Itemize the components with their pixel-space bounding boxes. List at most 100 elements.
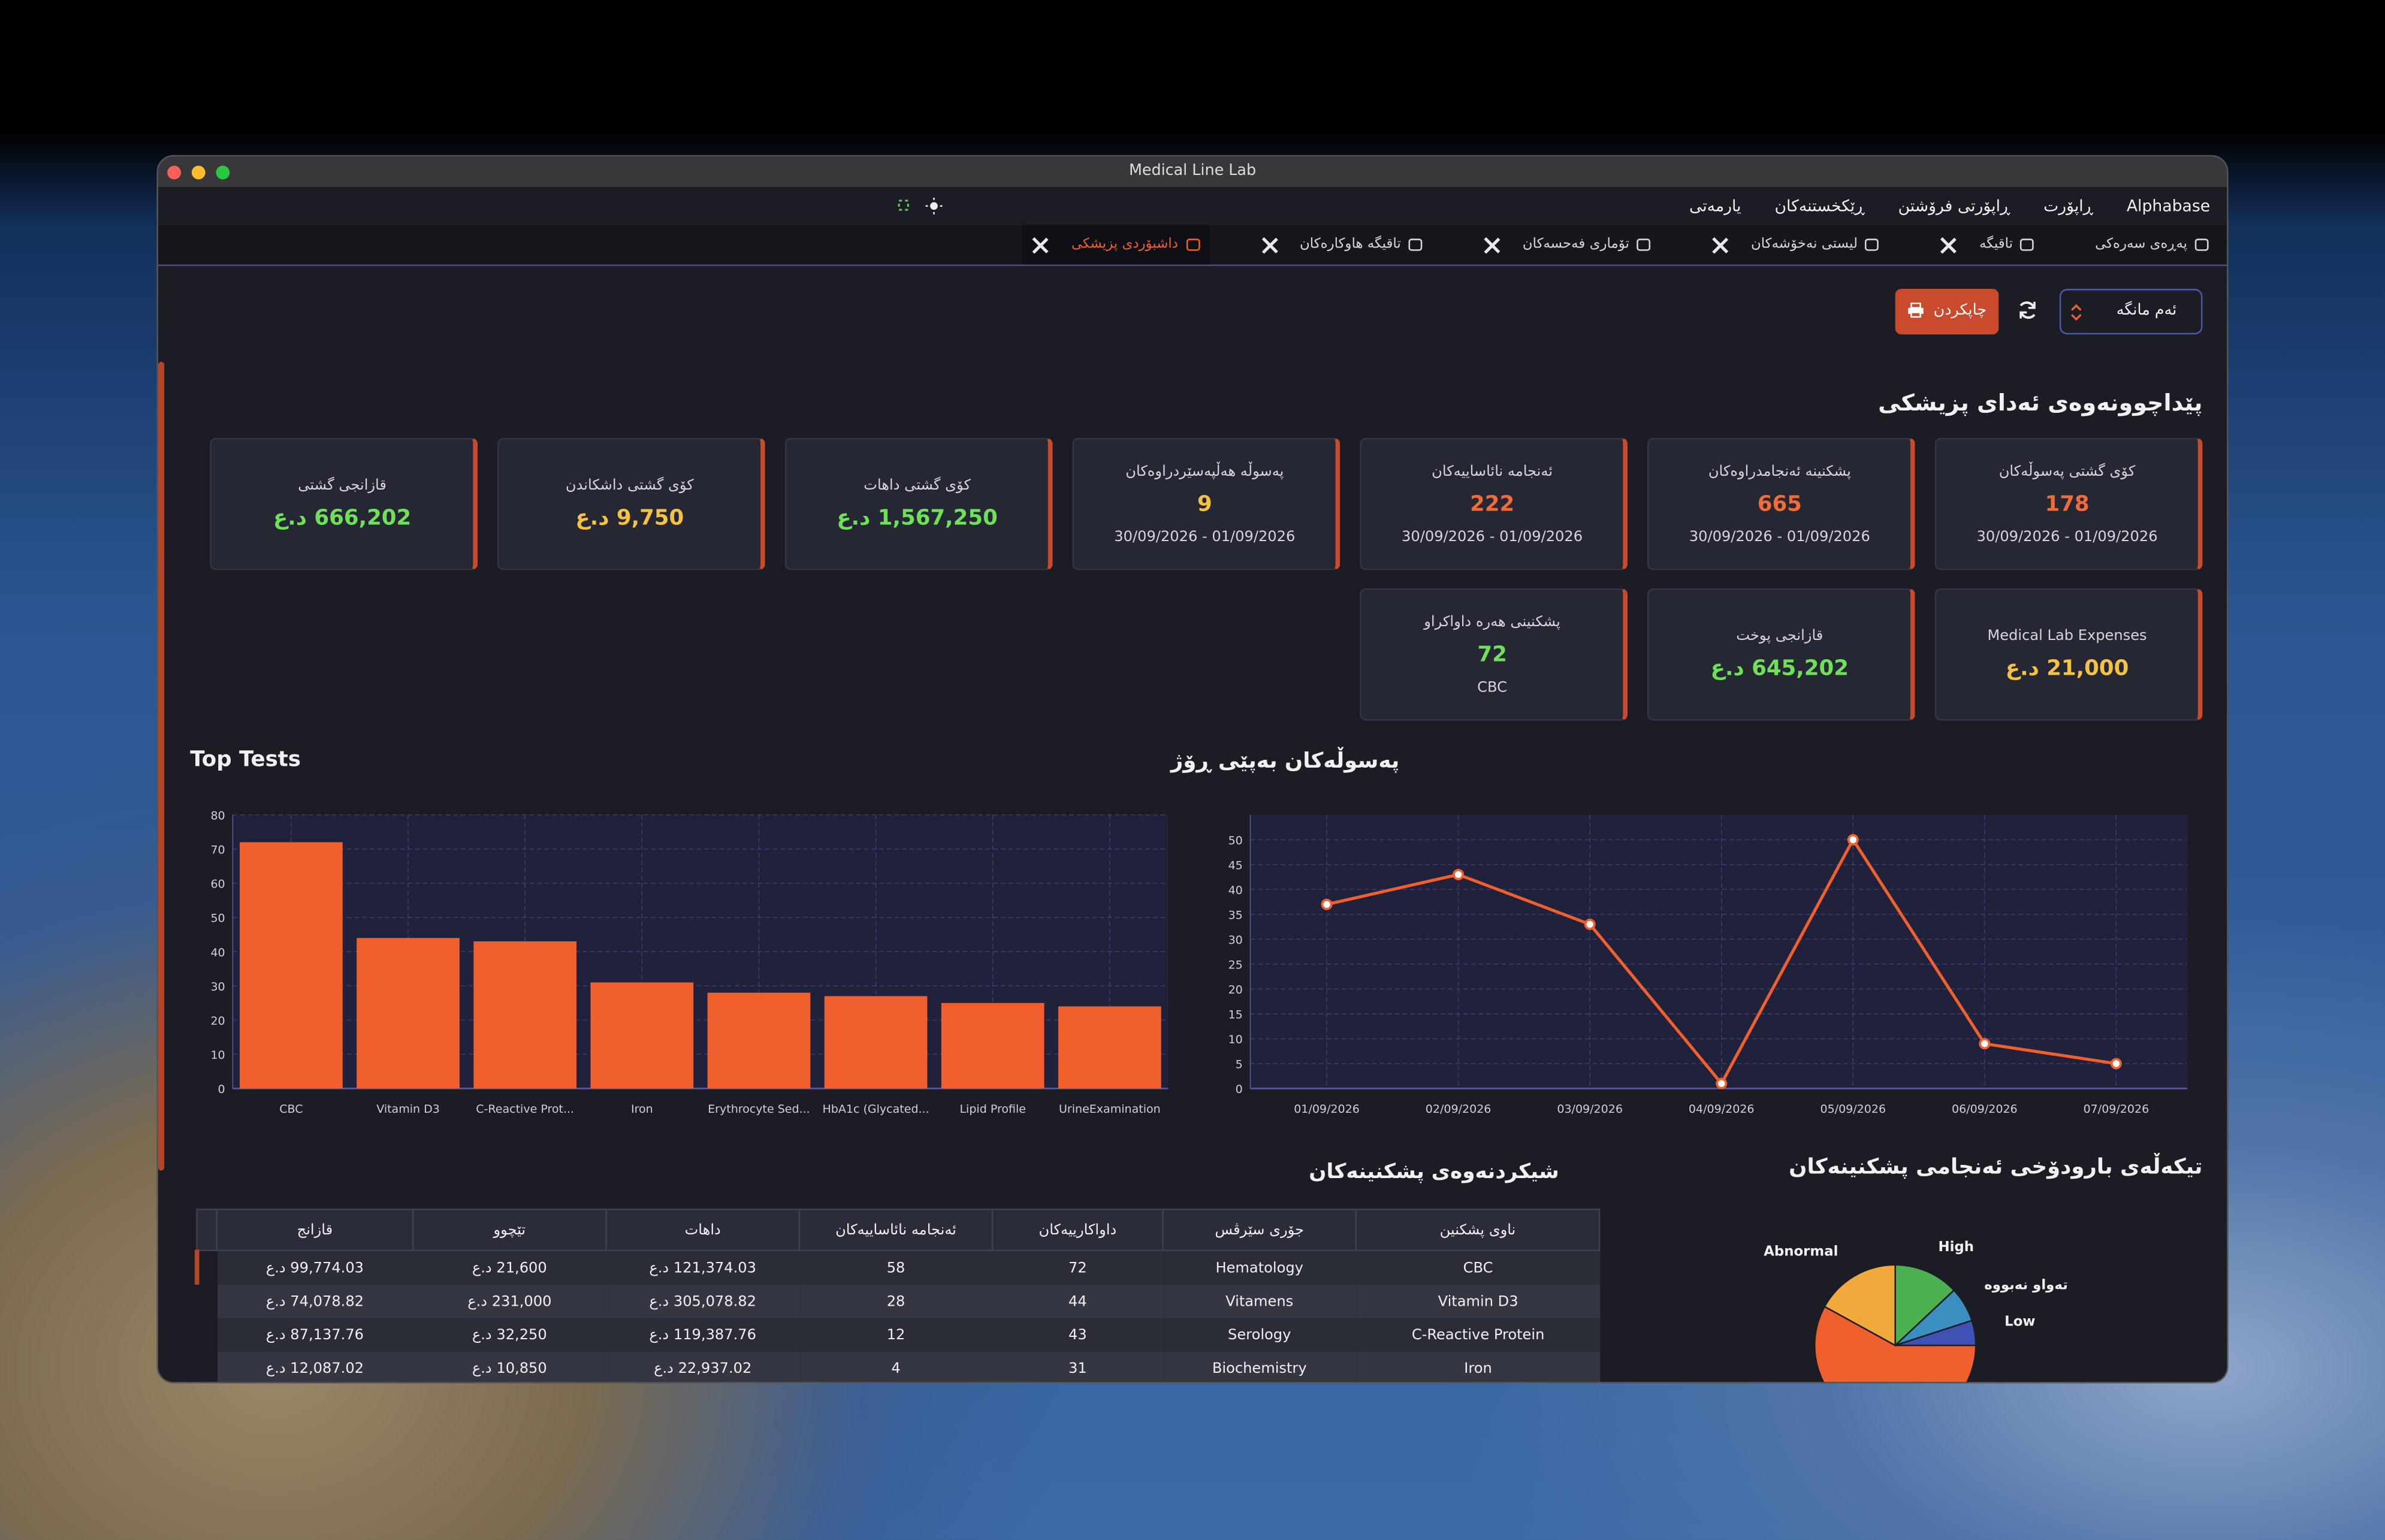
tab-icon (1865, 238, 1879, 251)
header-icons[interactable] (898, 197, 943, 216)
table-wrap: ناوی پشکنین جۆری سێرڤس داواکارییەکان ئەنجام… (194, 1208, 1601, 1382)
point (2110, 1058, 2122, 1070)
table-cell: 22,937.02 د.ع (606, 1351, 799, 1382)
y-tick-label: 50 (210, 912, 225, 925)
tab[interactable]: پەڕەی سەرەکی (2086, 225, 2218, 264)
minimize-button[interactable] (191, 165, 206, 180)
x-tick-label: Iron (631, 1103, 653, 1116)
card-label: Medical Lab Expenses (1987, 627, 2147, 645)
card-label: ئەنجامە نائاساییەکان (1432, 463, 1553, 480)
card-label: کۆی گشتی داشکاندن (565, 477, 694, 494)
zoom-button[interactable] (216, 165, 230, 180)
pie-slice (1894, 1264, 1955, 1348)
card-label: قازانجی پوخت (1736, 627, 1824, 645)
stat-cards: کۆی گشتی پەسوڵەکان 178 01/09/2026 - 30/09/… (210, 437, 2203, 721)
stat-card: قازانجی پوخت 645,202 د.ع (1647, 588, 1915, 721)
y-tick-label: 40 (210, 946, 225, 959)
table-cell: 121,374.03 د.ع (606, 1250, 799, 1285)
x-tick-label: 04/09/2026 (1689, 1103, 1755, 1116)
x-tick-label: HbA1c (Glycated... (822, 1103, 929, 1116)
table-cell: Iron (1355, 1351, 1600, 1382)
column-header: تێچوو (412, 1208, 607, 1251)
card-label: پەسوڵە هەڵپەسێردراوەکان (1125, 463, 1284, 480)
slice-label: High (1938, 1239, 1974, 1255)
tab[interactable]: تۆماری فەحسەکان (1474, 225, 1660, 264)
table-cell: 87,137.76 د.ع (216, 1318, 413, 1352)
y-tick-label: 40 (1228, 884, 1243, 897)
y-tick-label: 25 (1228, 959, 1243, 972)
menu: Alphabase ڕاپۆرت ڕاپۆرتی فرۆشتن ڕێکخستنەکان… (1689, 187, 2210, 225)
table-cell: Hematology (1163, 1250, 1356, 1285)
table-body: CBC Hematology 72 58 121,374.03 د.ع 21,600 د.… (194, 1250, 1600, 1382)
column-menu[interactable] (196, 1208, 218, 1251)
table-cell: C-Reactive Protein (1355, 1318, 1600, 1352)
table-row[interactable]: Iron Biochemistry 31 4 22,937.02 د.ع 10,850 د… (197, 1351, 1600, 1382)
x-tick-label: 01/09/2026 (1294, 1103, 1360, 1116)
tab[interactable]: تاقیگە (1931, 225, 2043, 264)
card-value: 9,750 د.ع (575, 506, 684, 531)
table-cell: Vitamin D3 (1355, 1284, 1600, 1318)
table-row[interactable]: CBC Hematology 72 58 121,374.03 د.ع 21,600 د.… (194, 1250, 1600, 1285)
column-header: داهات (605, 1208, 801, 1251)
card-sub: 01/09/2026 - 30/09/2026 (1689, 528, 1870, 545)
table-cell: 21,600 د.ع (413, 1250, 606, 1285)
scroll-accent (158, 361, 165, 1171)
column-header: ناوی پشکنین (1355, 1208, 1601, 1251)
y-tick-label: 20 (1228, 983, 1243, 997)
tab[interactable]: داشبۆردی پزیشکی (1022, 225, 1209, 265)
tab-icon (1185, 238, 1200, 251)
table-cell: 12,087.02 د.ع (216, 1351, 413, 1382)
menu-item[interactable]: ڕێکخستنەکان (1774, 197, 1865, 215)
print-button[interactable]: چاپکردن (1895, 289, 1999, 335)
table-cell: Vitamens (1163, 1284, 1356, 1318)
menu-item[interactable]: Alphabase (2126, 197, 2211, 215)
menu-item[interactable]: یارمەتی (1689, 197, 1741, 215)
tab[interactable]: لیستی نەخۆشەکان (1702, 225, 1888, 264)
table-cell: 58 (799, 1250, 993, 1285)
card-sub: 01/09/2026 - 30/09/2026 (1402, 528, 1583, 545)
tab-label: پەڕەی سەرەکی (2095, 237, 2188, 253)
slice-label: Abnormal (1764, 1244, 1838, 1260)
column-header: داواکارییەکان (991, 1208, 1164, 1251)
tab-label: تاقیگە (1979, 237, 2013, 253)
row-marker (194, 1250, 217, 1285)
period-select[interactable]: ئەم مانگە (2059, 289, 2203, 335)
y-tick-label: 10 (210, 1049, 225, 1062)
bar (590, 982, 694, 1089)
chart-title: تیکەڵەی بارودۆخی ئەنجامی پشکنینەکان (1789, 1153, 2202, 1179)
x-tick-label: Erythrocyte Sed... (708, 1103, 810, 1116)
table-cell: 72 (992, 1250, 1163, 1285)
table-row[interactable]: C-Reactive Protein Serology 43 12 119,387.76… (197, 1318, 1600, 1352)
chart-title: پەسوڵەکان بەپێی ڕۆژ (1170, 747, 1399, 773)
close-button[interactable] (167, 165, 182, 180)
card-value: 1,567,250 د.ع (837, 506, 998, 531)
point (1716, 1077, 1728, 1089)
table-cell: 74,078.82 د.ع (216, 1284, 413, 1318)
card-label: کۆی گشتی داهات (864, 477, 971, 494)
row-marker (197, 1318, 217, 1352)
stat-card: پشکنینی هەرە داواکراو 72 CBC (1360, 588, 1628, 721)
refresh-button[interactable] (2017, 300, 2039, 321)
card-value: 21,000 د.ع (2005, 656, 2129, 681)
menu-item[interactable]: ڕاپۆرت (2043, 197, 2093, 215)
card-label: قازانجی گشتی (298, 477, 387, 494)
tab-label: لیستی نەخۆشەکان (1750, 237, 1858, 253)
stat-card: Medical Lab Expenses 21,000 د.ع (1934, 588, 2203, 721)
table-cell: 12 (799, 1318, 993, 1352)
row-marker (197, 1351, 217, 1382)
tab[interactable]: تاقیگە هاوکارەکان (1251, 225, 1432, 264)
card-value: 178 (2045, 491, 2090, 517)
card-label: کۆی گشتی پەسوڵەکان (1998, 463, 2136, 480)
y-tick-label: 15 (1228, 1008, 1243, 1022)
menu-item[interactable]: ڕاپۆرتی فرۆشتن (1898, 197, 2010, 215)
card-value: 9 (1197, 491, 1212, 517)
point (1979, 1038, 1991, 1050)
y-tick-label: 20 (210, 1014, 225, 1028)
tab-bar: پەڕەی سەرەکی تاقیگە لیستی نەخۆشەکان تۆماری … (158, 225, 2227, 266)
y-tick-label: 70 (210, 844, 225, 857)
table-row[interactable]: Vitamin D3 Vitamens 44 28 305,078.82 د.ع 231,… (197, 1284, 1600, 1318)
y-tick-label: 30 (210, 980, 225, 994)
tab-label: تاقیگە هاوکارەکان (1299, 237, 1401, 253)
card-value: 665 (1757, 491, 1802, 517)
